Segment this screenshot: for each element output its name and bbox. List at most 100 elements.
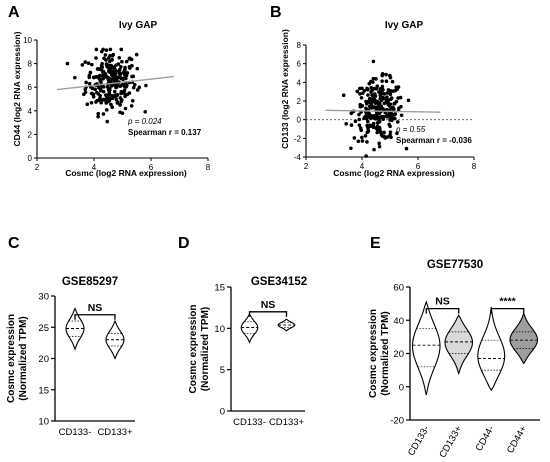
panel-b-point	[388, 75, 393, 80]
panel-b-point	[363, 134, 368, 138]
panel-b-point	[358, 92, 362, 96]
panel-c-y-tick-label: 25	[38, 323, 49, 334]
panel-e-y-tick-label: 0	[399, 382, 404, 393]
panel-a-point	[93, 87, 98, 92]
panel-b-point	[376, 101, 381, 106]
panel-a-point	[104, 48, 109, 52]
panel-b-point	[404, 146, 409, 151]
panel-b-point	[359, 95, 364, 100]
panel-a-spearman: Spearman r = 0.137	[128, 128, 202, 137]
panel-e-violin	[444, 314, 474, 376]
panel-b-point	[399, 104, 403, 109]
panel-b-point	[359, 128, 364, 133]
panel-b-point	[384, 97, 388, 102]
panel-a-point	[90, 86, 95, 91]
panel-c-category-label: CD133-	[59, 427, 92, 438]
panel-a-trend-line	[56, 75, 174, 91]
panel-a-point	[94, 47, 99, 52]
panel-a-point	[88, 70, 93, 75]
panel-a-point	[130, 74, 134, 79]
panel-a-point	[92, 75, 96, 80]
panel-a-point	[123, 83, 127, 87]
panel-a-point	[109, 102, 113, 107]
panel-b-point	[382, 130, 386, 135]
panel-b-point	[388, 97, 393, 102]
panel-a-point	[80, 63, 85, 67]
panel-b-point	[386, 88, 391, 92]
panel-b-point	[372, 105, 377, 109]
panel-a-point	[106, 76, 111, 80]
panel-b-y-tick-label: 4	[297, 78, 302, 87]
panel-a-point	[131, 85, 136, 90]
panel-b-point	[373, 93, 377, 98]
panel-a-point	[117, 67, 122, 72]
panel-b-point	[385, 91, 390, 95]
panel-b-point	[377, 118, 381, 122]
panel-a-point	[111, 76, 116, 81]
panel-a-x-tick-label: 4	[92, 163, 97, 172]
panel-b-point	[356, 139, 361, 144]
panel-e-y-tick-label: 40	[393, 316, 404, 327]
panel-b-point	[393, 88, 398, 93]
panel-a-point	[114, 85, 119, 90]
panel-b-point	[380, 79, 384, 83]
panel-c-significance-label: NS	[88, 302, 103, 314]
panel-d-y-tick-label: 0	[220, 407, 225, 418]
panel-b-point	[352, 136, 357, 140]
panel-e-violin	[477, 306, 506, 392]
panel-b-x-tick-label: 4	[360, 162, 365, 171]
panel-a-point	[73, 75, 77, 80]
panel-a-y-tick-label: 4	[28, 107, 33, 116]
panel-a-point	[143, 110, 148, 114]
panel-b-point	[380, 71, 385, 76]
panel-c-title: GSE85297	[62, 276, 118, 288]
panel-b-y-tick-label: -2	[294, 134, 302, 143]
panel-b-point	[353, 119, 358, 124]
panel-b-point	[377, 115, 382, 120]
panel-b-point	[396, 96, 400, 100]
panel-a-point	[87, 81, 92, 86]
panel-b-point	[391, 106, 396, 110]
panel-a-point	[87, 73, 92, 78]
panel-b-point	[382, 101, 387, 106]
panel-a-point	[114, 77, 119, 82]
panel-a-point	[83, 60, 88, 64]
panel-b-point	[364, 154, 368, 158]
panel-b-point	[360, 86, 364, 91]
panel-a-point	[105, 119, 110, 124]
panel-a-scatter: Ivy GAP Cosmc (log2 RNA expression) CD44…	[12, 20, 211, 178]
panel-a-point	[65, 61, 70, 66]
panel-b-point	[371, 76, 376, 81]
panel-a-point	[101, 89, 106, 94]
panel-e-title: GSE77530	[427, 259, 483, 271]
panel-a-point	[115, 100, 120, 104]
panel-b-point	[388, 124, 392, 129]
panel-b-x-tick-label: 6	[416, 162, 421, 171]
panel-a-point	[112, 89, 117, 94]
panel-b-point	[364, 106, 368, 111]
panel-b-point	[393, 116, 397, 121]
panel-b-point	[374, 77, 378, 81]
panel-b-point	[392, 112, 397, 117]
panel-a-x-tick-label: 8	[206, 163, 211, 172]
panel-a-point	[99, 49, 104, 54]
panel-c-violin: GSE85297 10 15 20 25 30 Cosmc expression (Norm…	[6, 276, 135, 438]
panel-a-point	[119, 98, 124, 102]
panel-a-point	[111, 69, 115, 74]
panel-e-significance-bracket	[425, 307, 460, 314]
panel-a-point	[100, 73, 105, 78]
panel-a-point	[135, 66, 140, 71]
panel-b-point	[372, 97, 377, 102]
panel-a-point	[120, 111, 125, 115]
panel-e-y-tick-label: 60	[393, 283, 404, 294]
panel-b-point	[372, 147, 376, 152]
panel-e-violin: GSE77530 -20 0 20 40 60 Cosmc expression (Norm…	[368, 259, 540, 460]
panel-b-point	[371, 59, 376, 64]
panel-e-y-tick-label: 20	[393, 349, 404, 360]
panel-a-point	[96, 67, 101, 71]
panel-e-category-label: CD133+	[437, 424, 464, 460]
panel-e-y-axis-label: (Normalized TPM)	[380, 311, 391, 395]
panel-d-violin: GSE34152 0 5 10 15 Cosmc expression (Normaliz…	[188, 276, 307, 428]
panel-a-point	[97, 73, 102, 78]
panel-b-spearman: Spearman r = -0.036	[396, 136, 472, 145]
